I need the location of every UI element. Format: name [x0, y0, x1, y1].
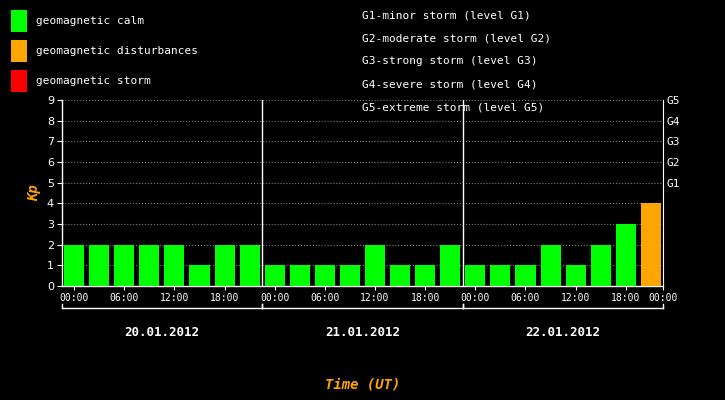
Bar	[390, 265, 410, 286]
Bar	[465, 265, 485, 286]
Bar	[515, 265, 536, 286]
Bar	[64, 245, 84, 286]
Bar	[290, 265, 310, 286]
Bar	[440, 245, 460, 286]
Bar	[265, 265, 285, 286]
Bar	[365, 245, 385, 286]
Text: G3-strong storm (level G3): G3-strong storm (level G3)	[362, 56, 538, 66]
Bar	[566, 265, 586, 286]
Bar	[189, 265, 210, 286]
Text: 21.01.2012: 21.01.2012	[325, 326, 400, 339]
Text: G1-minor storm (level G1): G1-minor storm (level G1)	[362, 10, 531, 20]
Text: G4-severe storm (level G4): G4-severe storm (level G4)	[362, 80, 538, 90]
Bar	[641, 203, 661, 286]
Bar	[215, 245, 235, 286]
Text: Time (UT): Time (UT)	[325, 378, 400, 392]
Text: G2-moderate storm (level G2): G2-moderate storm (level G2)	[362, 33, 552, 43]
Text: 20.01.2012: 20.01.2012	[125, 326, 199, 339]
Bar	[89, 245, 109, 286]
Bar	[115, 245, 134, 286]
Y-axis label: Kp: Kp	[28, 185, 41, 201]
Bar	[415, 265, 435, 286]
Text: 22.01.2012: 22.01.2012	[526, 326, 600, 339]
Bar	[616, 224, 636, 286]
Bar	[165, 245, 184, 286]
Bar	[240, 245, 260, 286]
Bar	[315, 265, 335, 286]
Bar	[541, 245, 560, 286]
Bar	[139, 245, 160, 286]
Text: geomagnetic disturbances: geomagnetic disturbances	[36, 46, 197, 56]
Text: geomagnetic storm: geomagnetic storm	[36, 76, 150, 86]
Text: geomagnetic calm: geomagnetic calm	[36, 16, 144, 26]
Bar	[340, 265, 360, 286]
Text: G5-extreme storm (level G5): G5-extreme storm (level G5)	[362, 103, 544, 113]
Bar	[490, 265, 510, 286]
Bar	[591, 245, 610, 286]
